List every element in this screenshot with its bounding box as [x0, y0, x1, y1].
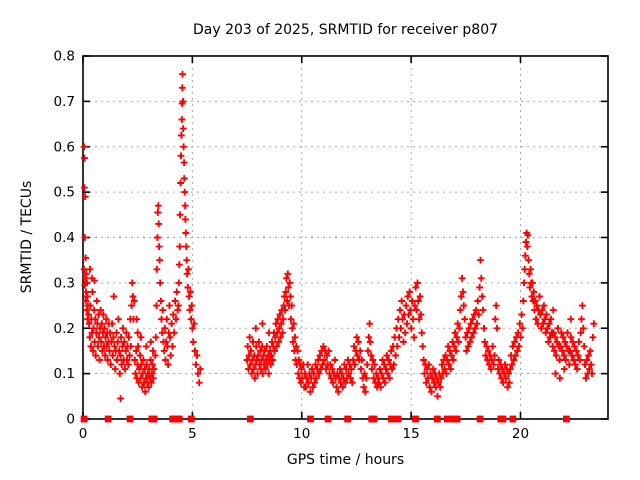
y-tick-label: 0.2 — [54, 321, 75, 337]
x-tick-label: 20 — [512, 426, 529, 442]
event-flag-marker — [104, 415, 112, 423]
event-flag-marker — [370, 415, 378, 423]
y-tick-label: 0.4 — [54, 230, 75, 246]
event-flag-marker — [187, 415, 195, 423]
event-flag-marker — [499, 415, 507, 423]
event-flag-marker — [175, 415, 183, 423]
y-tick-label: 0.7 — [54, 94, 75, 110]
chart-title: Day 203 of 2025, SRMTID for receiver p80… — [192, 22, 499, 38]
event-flag-marker — [509, 415, 517, 423]
event-flag-marker — [246, 415, 254, 423]
event-flag-marker — [433, 415, 441, 423]
event-flag-marker — [344, 415, 352, 423]
event-flag-marker — [453, 415, 461, 423]
x-axis-title: GPS time / hours — [286, 452, 405, 468]
event-flag-marker — [126, 415, 134, 423]
x-tick-label: 15 — [403, 426, 420, 442]
y-tick-label: 0.6 — [54, 139, 75, 155]
event-flag-marker — [324, 415, 332, 423]
scatter-points — [80, 70, 598, 402]
x-tick-label: 5 — [188, 426, 197, 442]
y-tick-label: 0.5 — [54, 185, 75, 201]
event-flag-marker — [412, 415, 419, 423]
event-flag-marker — [476, 415, 484, 423]
event-flag-marker — [150, 415, 158, 423]
y-tick-label: 0.1 — [54, 366, 75, 382]
event-flag-marker — [449, 415, 457, 423]
x-tick-label: 0 — [79, 426, 88, 442]
y-tick-label: 0.8 — [54, 49, 75, 65]
x-tick-label: 10 — [293, 426, 310, 442]
y-tick-label: 0 — [66, 412, 75, 428]
event-flag-marker — [443, 415, 451, 423]
event-flag-marker — [563, 415, 570, 423]
y-tick-label: 0.3 — [54, 275, 75, 291]
event-flag-marker — [80, 415, 88, 423]
event-flag-marker — [307, 415, 314, 423]
event-flag-marker — [394, 415, 402, 423]
event-flag-marker — [388, 415, 395, 423]
